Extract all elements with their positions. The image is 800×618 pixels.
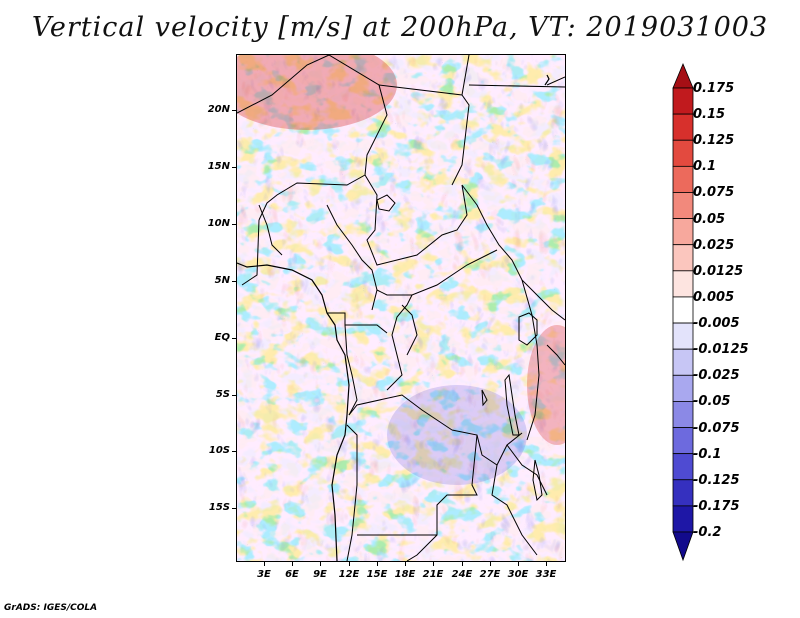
colorbar-min-arrow — [672, 531, 694, 562]
colorbar-bin — [672, 270, 694, 298]
lon-label-21e: 21E — [422, 569, 444, 580]
border-congo — [386, 294, 413, 391]
colorbar-bin — [672, 87, 694, 115]
colorbar-label: 0.025 — [693, 237, 735, 253]
lon-label-3e: 3E — [257, 569, 271, 580]
border-angola-namibia — [346, 424, 358, 561]
colorbar-bin — [672, 505, 694, 533]
colorbar-label: -0.2 — [693, 525, 722, 540]
field-descent-streaks — [237, 55, 565, 561]
border-algeria-mali — [237, 55, 330, 114]
map-panel — [236, 54, 566, 562]
colorbar-label: -0.075 — [693, 420, 740, 436]
border-egypt-sudan — [468, 84, 565, 88]
colorbar-bin — [672, 427, 694, 455]
colorbar-bin — [672, 348, 694, 376]
lat-label-eq: EQ — [214, 332, 230, 343]
country-borders — [237, 55, 565, 561]
lat-label-10n: 10N — [207, 218, 230, 229]
border-kenya — [546, 344, 565, 366]
lon-label-6e: 6E — [285, 569, 299, 580]
lake-chad — [376, 194, 396, 212]
lat-label-10s: 10S — [208, 445, 230, 456]
border-congo-drc — [401, 304, 418, 356]
colorbar-bin — [672, 374, 694, 402]
border-benin — [258, 204, 283, 256]
lon-label-18e: 18E — [394, 569, 416, 580]
colorbar-bin — [672, 296, 694, 324]
colorbar-max-arrow — [672, 62, 694, 89]
lat-label-15s: 15S — [208, 502, 230, 513]
colorbar-label: 0.005 — [693, 289, 735, 305]
colorbar-bin — [672, 401, 694, 428]
colorbar-bin — [672, 165, 694, 193]
lake-kivu — [481, 389, 488, 407]
colorbar-bin — [672, 192, 694, 219]
red-sea-coast — [544, 74, 550, 86]
lakes — [376, 194, 543, 502]
border-drc-angola — [348, 394, 453, 431]
lon-label-15e: 15E — [366, 569, 388, 580]
colorbar-bin — [672, 322, 694, 350]
colorbar-label: -0.0125 — [693, 342, 749, 358]
border-niger-nigeria — [258, 174, 366, 221]
colorbar-label: 0.05 — [693, 211, 726, 227]
colorbar-bin — [672, 218, 694, 246]
grads-credit: GrADS: IGES/COLA — [4, 603, 98, 613]
lat-label-5s: 5S — [215, 389, 230, 400]
border-uganda-kenya — [521, 279, 540, 441]
colorbar-label: -0.025 — [693, 368, 740, 384]
border-libya-egypt-chad — [378, 84, 470, 186]
colorbar-label: -0.1 — [693, 446, 722, 462]
colorbar-bin — [672, 479, 694, 507]
east-subsidence-patch — [527, 325, 565, 445]
lat-label-15n: 15N — [207, 161, 230, 172]
border-zambia-malawi — [491, 464, 538, 556]
border-red-sea — [546, 76, 565, 86]
colorbar-bin — [672, 113, 694, 141]
border-tanzania — [506, 444, 548, 496]
velocity-field — [237, 55, 565, 561]
lake-victoria — [518, 312, 538, 346]
colorbar-label: -0.125 — [693, 472, 740, 488]
border-drc-south — [451, 429, 523, 466]
border-gabon — [344, 324, 358, 416]
colorbar-bin — [672, 139, 694, 167]
chart-title: Vertical velocity [m/s] at 200hPa, VT: 2… — [31, 12, 769, 43]
lon-label-30e: 30E — [507, 569, 529, 580]
lat-label-20n: 20N — [207, 104, 230, 115]
colorbar — [672, 62, 694, 562]
border-niger-libya — [328, 55, 388, 176]
lake-malawi — [532, 459, 543, 502]
colorbar-bin — [672, 453, 694, 481]
lon-label-27e: 27E — [479, 569, 501, 580]
colorbar-label: -0.05 — [693, 394, 731, 410]
border-ethiopia — [536, 294, 565, 321]
west-coast — [237, 262, 350, 561]
colorbar-label: -0.005 — [693, 316, 740, 332]
border-angola-zambia — [406, 434, 478, 561]
lon-label-12e: 12E — [338, 569, 360, 580]
colorbar-label: 0.1 — [693, 159, 717, 175]
colorbar-label: 0.075 — [693, 185, 735, 201]
lon-label-24e: 24E — [451, 569, 473, 580]
coastlines — [237, 74, 550, 561]
border-benin-nigeria — [241, 219, 260, 286]
colorbar-label: 0.125 — [693, 133, 735, 149]
border-car — [376, 249, 498, 296]
border-egypt-libya — [461, 55, 470, 96]
colorbar-label: 0.175 — [693, 81, 735, 96]
strong-subsidence-patch — [237, 55, 397, 130]
lon-label-33e: 33E — [535, 569, 557, 580]
colorbar-label: -0.175 — [693, 498, 740, 514]
lat-label-5n: 5N — [214, 275, 230, 286]
lon-label-9e: 9E — [313, 569, 327, 580]
colorbar-label: 0.15 — [693, 107, 726, 123]
colorbar-label: 0.0125 — [693, 263, 744, 279]
colorbar-bin — [672, 244, 694, 272]
border-chad — [364, 174, 468, 266]
lake-tanganyika — [504, 373, 520, 436]
